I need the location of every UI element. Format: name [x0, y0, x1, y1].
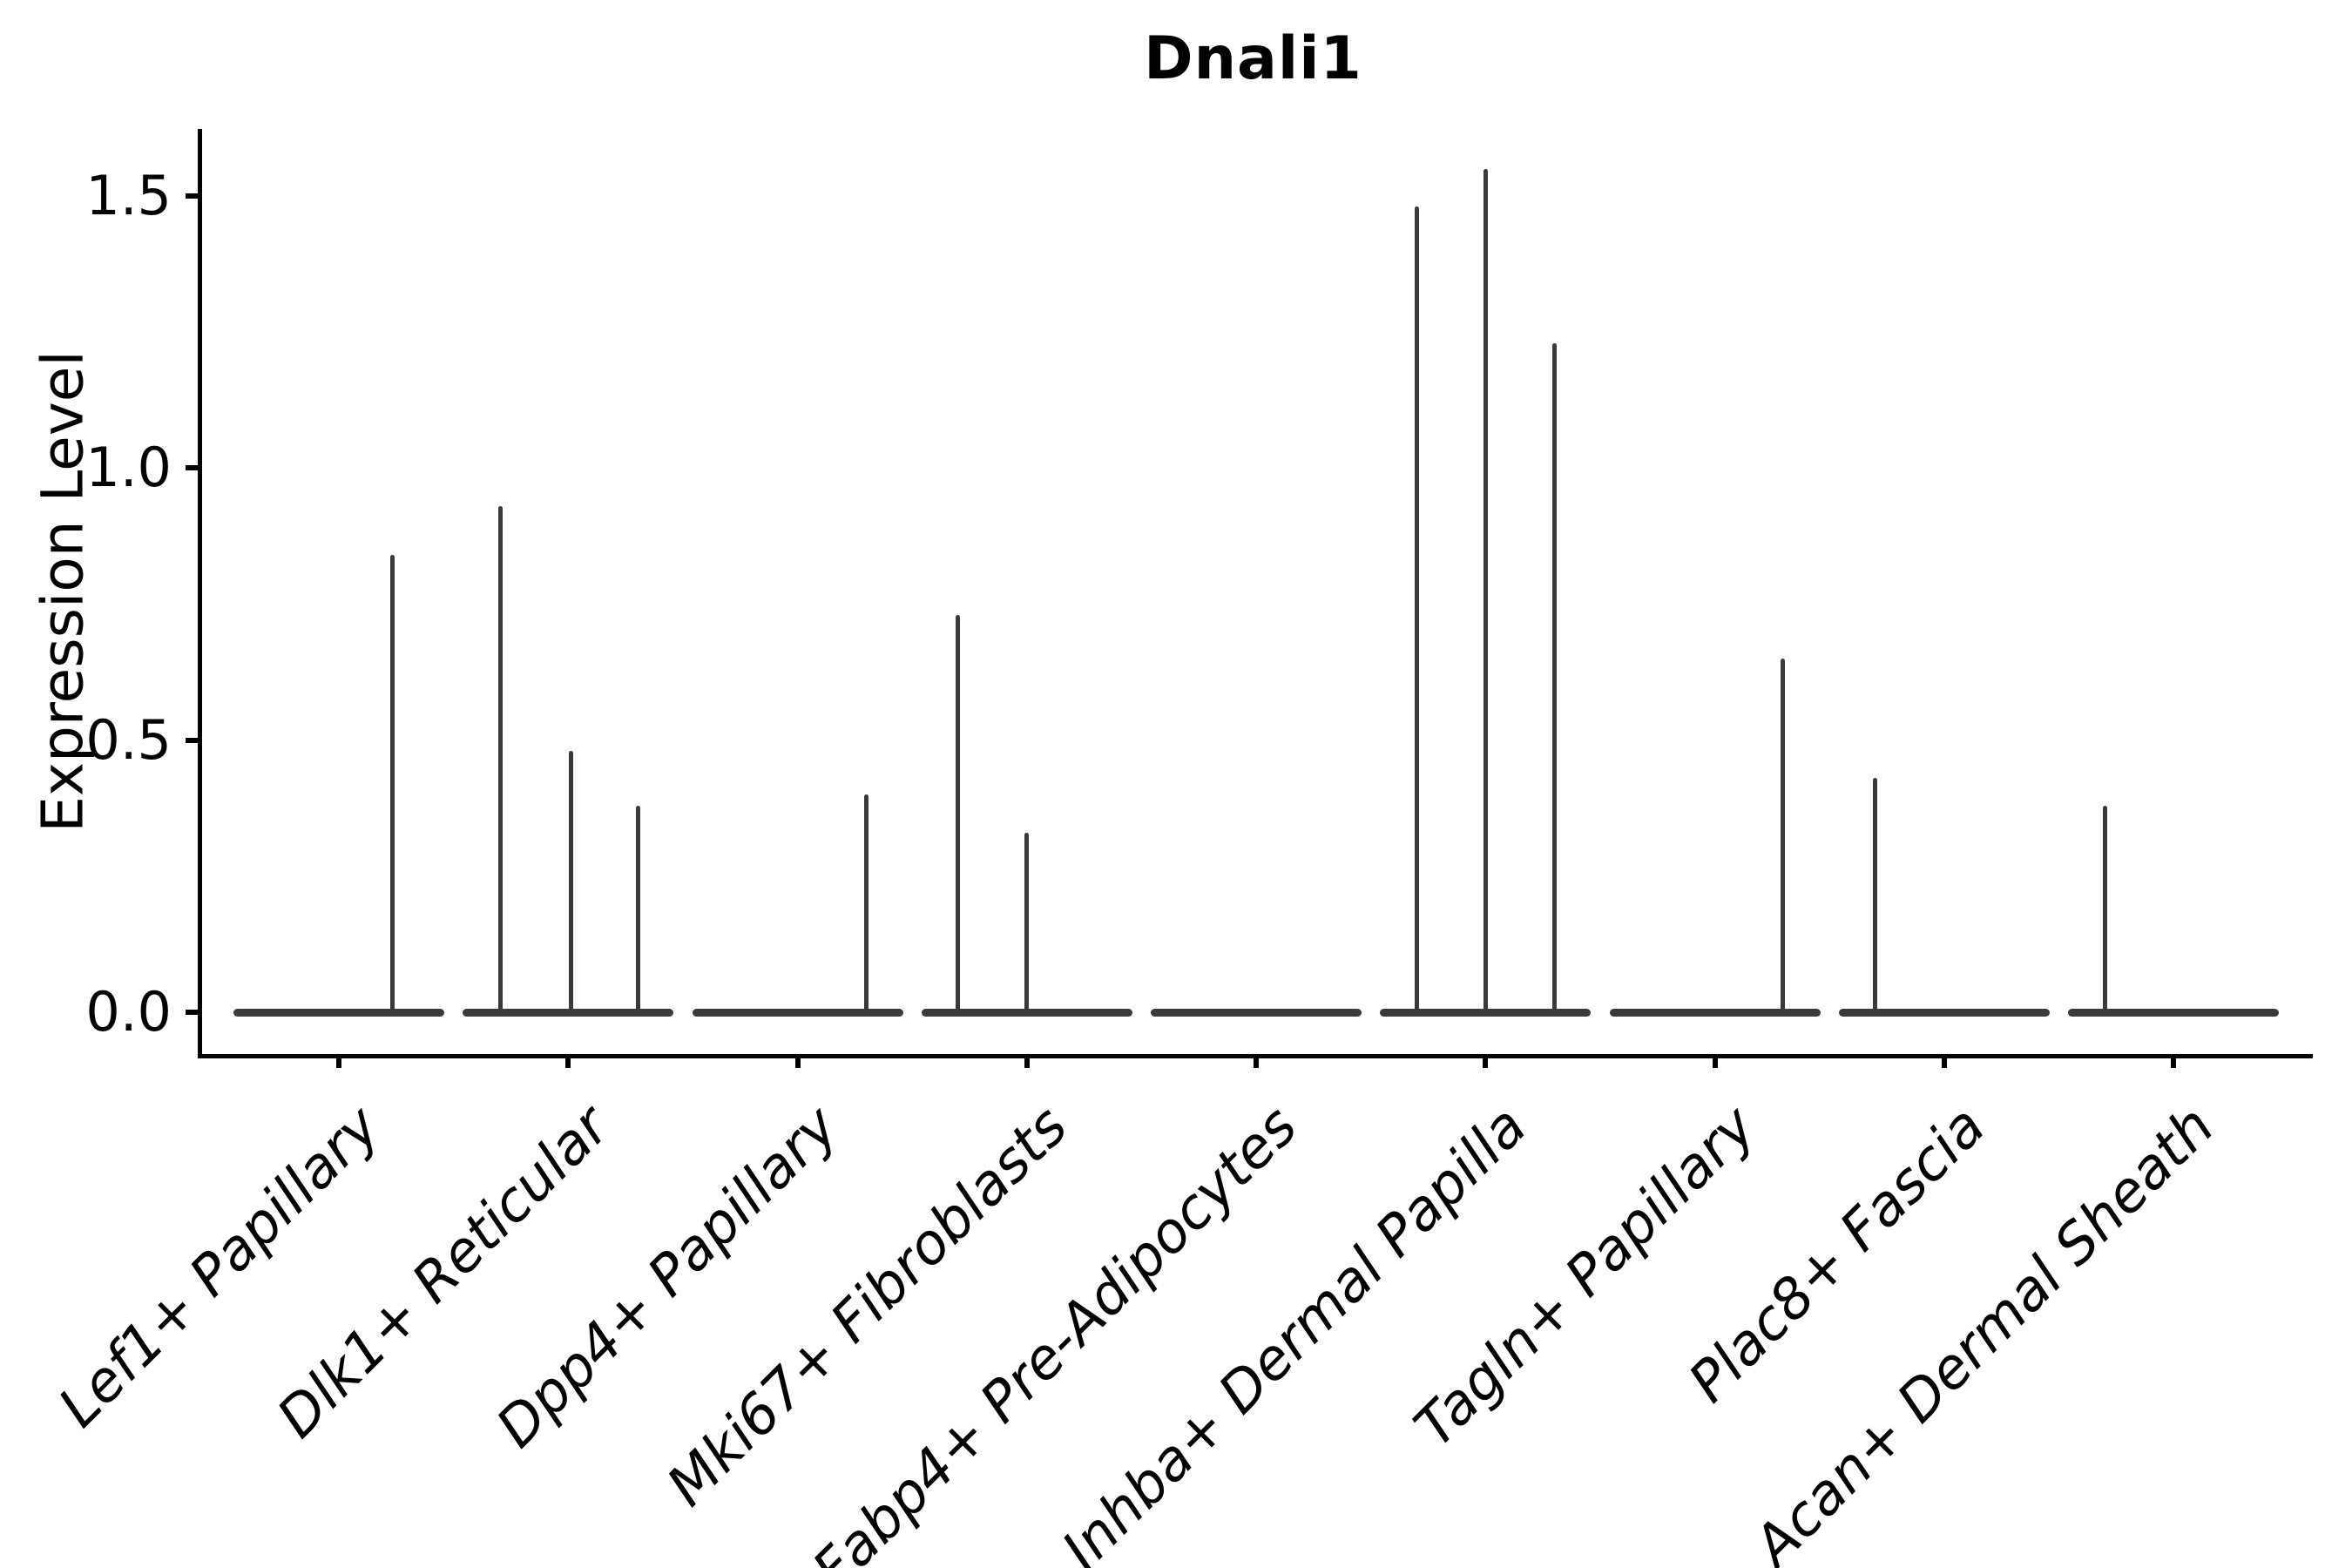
- x-tick-label: Mki67+ Fibroblasts: [655, 1094, 1081, 1519]
- violin-spike: [864, 794, 868, 1015]
- y-tick-label: 1.0: [85, 436, 172, 500]
- violin-spike: [1024, 832, 1030, 1015]
- y-tick-label: 0.0: [85, 980, 172, 1044]
- x-tick-mark: [2171, 1054, 2176, 1068]
- x-tick-mark: [565, 1054, 571, 1068]
- x-tick-mark: [1024, 1054, 1030, 1068]
- x-tick-mark: [1941, 1054, 1947, 1068]
- y-tick-mark: [186, 737, 199, 743]
- y-tick-label: 0.5: [85, 707, 172, 772]
- y-tick-label: 1.5: [85, 163, 172, 227]
- violin-spike: [1414, 206, 1419, 1015]
- plot-area: [186, 129, 2313, 1068]
- y-tick-mark: [186, 465, 199, 471]
- violin-spike: [1551, 342, 1557, 1015]
- violin-baseline: [692, 1008, 903, 1017]
- x-tick-mark: [1254, 1054, 1259, 1068]
- x-tick-label: Inhba+ Dermal Papilla: [1050, 1094, 1539, 1568]
- x-tick-mark: [1483, 1054, 1489, 1068]
- y-tick-mark: [186, 1010, 199, 1015]
- violin-spike: [497, 506, 503, 1015]
- violin-spike: [389, 555, 395, 1015]
- violin-baseline: [463, 1008, 674, 1017]
- violin-spike: [1781, 658, 1785, 1015]
- x-tick-mark: [336, 1054, 341, 1068]
- violin-baseline: [233, 1008, 444, 1017]
- violin-spike: [956, 614, 961, 1015]
- x-tick-label: Acan+ Dermal Sheath: [1741, 1094, 2227, 1568]
- violin-spike: [2102, 805, 2107, 1015]
- y-tick-mark: [186, 193, 199, 199]
- violin-baseline: [2068, 1008, 2279, 1017]
- violin-spike: [568, 751, 573, 1015]
- x-tick-mark: [1712, 1054, 1718, 1068]
- violin-baseline: [1151, 1008, 1362, 1017]
- violin-spike: [635, 805, 640, 1015]
- violin-baseline: [1609, 1008, 1821, 1017]
- plot-title: Dnali1: [1144, 24, 1362, 93]
- violin-baseline: [1838, 1008, 2050, 1017]
- violin-spike: [1483, 168, 1488, 1015]
- violin-spike: [1873, 778, 1878, 1015]
- x-tick-mark: [794, 1054, 801, 1068]
